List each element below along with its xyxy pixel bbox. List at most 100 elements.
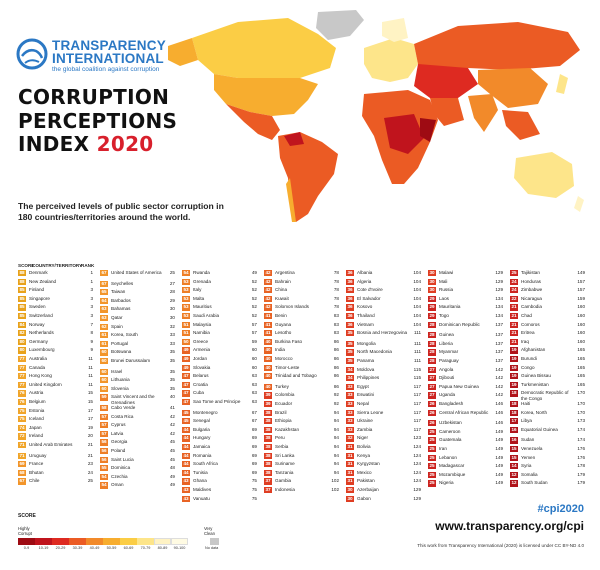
table-row: 33 Sierra Leone 117 [346,409,421,416]
country-name: Indonesia [275,487,295,492]
rank-cell: 52 [251,313,257,318]
table-row: 53 Mauritius 52 [182,304,257,311]
rank-cell: 3 [90,287,93,293]
country-name: Thailand [357,313,375,318]
table-row: 44 Hungary 69 [182,435,257,442]
table-row: 32 Niger 123 [346,435,421,442]
rank-cell: 33 [169,340,175,346]
table-row: 84 Norway 7 [18,321,93,328]
score-cell: 32 [346,435,354,442]
score-cell: 35 [346,349,354,356]
country-name: Slovakia [193,364,211,370]
score-cell: 18 [510,401,518,408]
country-name: Korea, North [521,409,548,415]
website-link[interactable]: www.transparency.org/cpi [435,519,584,533]
country-name: Oman [111,482,124,488]
country-name: Austria [29,390,44,396]
score-cell: 85 [18,295,26,302]
country-name: Rwanda [193,270,210,275]
rank-cell: 29 [169,297,175,303]
table-row: 56 Saint Lucia 45 [100,456,175,463]
table-row: 24 Honduras 157 [510,278,585,285]
score-cell: 77 [18,373,26,380]
table-row: 49 Slovakia 60 [182,364,257,371]
score-cell: 44 [182,469,190,476]
country-name: Tanzania [275,469,294,475]
score-cell: 22 [510,295,518,302]
score-cell: 36 [346,287,354,294]
map-region-greenland [316,10,364,40]
title-year: 2020 [96,132,154,156]
score-cell: 60 [100,385,108,392]
score-cell: 25 [428,454,436,461]
table-row: 85 Finland 3 [18,287,93,294]
country-name: Mozambique [439,471,466,477]
table-row: 45 Montenegro 67 [182,409,257,416]
table-row: 33 Egypt 117 [346,383,421,390]
country-name: Trinidad and Tobago [275,373,317,379]
score-cell: 75 [18,407,26,414]
table-row: 60 Botswana 35 [100,349,175,356]
table-row: 27 Angola 142 [428,366,503,373]
score-cell: 60 [100,368,108,375]
rank-cell: 104 [413,313,421,318]
score-cell: 44 [182,461,190,468]
country-name: Chad [521,313,532,318]
table-row: 27 Uganda 142 [428,392,503,399]
rank-cell: 94 [333,418,339,424]
rank-cell: 24 [87,469,93,475]
table-row: 12 Somalia 179 [510,471,585,478]
map-region-scandinavia [382,18,408,42]
score-cell: 77 [18,364,26,371]
rank-cell: 30 [169,306,175,312]
rank-cell: 78 [333,270,339,275]
rank-cell: 111 [414,349,421,355]
score-cell: 77 [18,356,26,363]
table-row: 34 Moldova 115 [346,366,421,373]
table-row: 57 Costa Rica 42 [100,413,175,420]
table-row: 54 Czechia 49 [100,473,175,480]
country-name: Lesotho [275,330,292,336]
country-name: Tajikistan [521,270,540,275]
rank-cell: 102 [331,487,339,492]
rank-cell: 30 [169,315,175,320]
score-cell: 36 [346,270,354,277]
country-name: Panama [357,358,375,363]
rank-cell: 42 [169,413,175,419]
country-name: Saudi Arabia [193,313,220,318]
table-row: 39 Colombia 92 [264,392,339,399]
score-cell: 57 [100,430,108,437]
table-row: 21 Cambodia 160 [510,304,585,311]
country-name: Saint Vincent and the Grenadines [111,394,155,405]
table-row: 42 Argentina 78 [264,270,339,277]
rank-cell: 9 [90,338,93,344]
country-name: Cambodia [521,304,542,310]
table-row: 42 Bahrain 78 [264,278,339,285]
table-row: 60 Brunei Darussalam 35 [100,358,175,365]
rank-cell: 63 [251,390,257,396]
table-row: 41 Lesotho 83 [264,330,339,337]
table-row: 80 Luxembourg 9 [18,347,93,354]
rank-cell: 11 [88,356,93,361]
table-row: 47 Sao Tome and Principe 63 [182,399,257,406]
table-row: 76 Austria 15 [18,390,93,397]
table-row: 47 Belarus 63 [182,373,257,380]
score-cell: 49 [182,356,190,363]
rank-cell: 78 [333,295,339,301]
score-cell: 35 [346,340,354,347]
table-row: 38 Tanzania 94 [264,469,339,476]
table-row: 51 Namibia 57 [182,330,257,337]
country-name: Angola [439,366,454,372]
country-name: Kenya [357,452,371,458]
score-cell: 36 [346,313,354,320]
table-row: 53 Grenada 52 [182,278,257,285]
country-name: Kazakhstan [275,426,300,432]
country-name: Solomon Islands [275,304,309,310]
map-region-venezuela [284,132,304,146]
table-row: 28 Liberia 137 [428,340,503,347]
table-row: 71 Uruguay 21 [18,452,93,459]
country-name: Eritrea [521,330,535,336]
score-cell: 36 [346,304,354,311]
rank-cell: 11 [88,373,93,379]
legend-no-data-label: No data [205,546,219,550]
